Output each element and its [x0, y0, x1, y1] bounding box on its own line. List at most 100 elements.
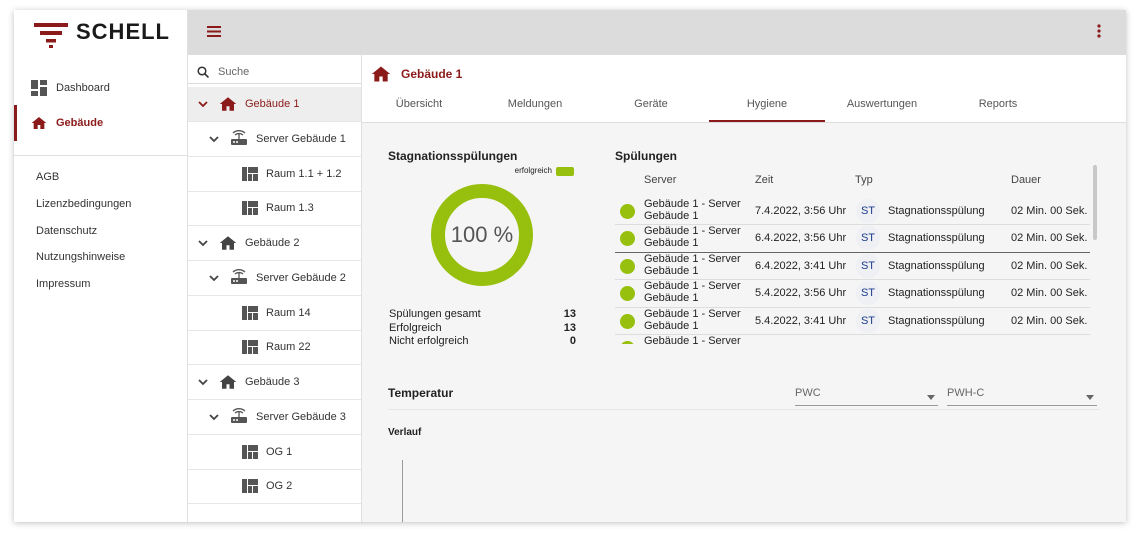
tree-room[interactable]: Raum 1.1 + 1.2 — [266, 167, 342, 180]
tab-indicator — [709, 120, 825, 122]
building-icon — [219, 373, 237, 391]
nav-active-indicator — [14, 105, 17, 141]
tree-server[interactable]: Server Gebäude 3 — [256, 410, 346, 423]
icon-shape — [46, 39, 56, 43]
row-server: Gebäude 1 - Server Gebäude 1 — [644, 225, 741, 250]
select[interactable]: PWC — [795, 387, 821, 399]
status-dot — [620, 313, 635, 329]
icon-shape — [49, 45, 53, 48]
icon-svg — [231, 268, 247, 284]
tab[interactable]: Übersicht — [395, 98, 443, 110]
icon-shape — [198, 379, 208, 386]
icon-shape — [253, 347, 258, 355]
select-arrow — [927, 391, 935, 400]
icon-shape — [40, 87, 47, 96]
icon-shape — [371, 66, 391, 82]
tree-chevron — [197, 376, 209, 388]
tab[interactable]: Geräte — [634, 98, 668, 110]
chart-subtitle: Verlauf — [388, 427, 422, 438]
tree-building[interactable]: Gebäude 3 — [245, 376, 300, 388]
icon-svg — [927, 395, 935, 400]
type-badge: ST — [856, 281, 880, 306]
icon-shape — [236, 418, 238, 421]
tab[interactable]: Meldungen — [507, 98, 563, 110]
sidebar-link[interactable]: Datenschutz — [36, 224, 98, 237]
page-title: Gebäude 1 — [401, 67, 463, 81]
tree-server[interactable]: Server Gebäude 2 — [256, 271, 346, 284]
room-icon — [242, 444, 258, 459]
tree-row[interactable] — [188, 191, 361, 227]
row-server: Gebäude 1 - Server Gebäude 1 — [644, 198, 741, 222]
sidebar-link[interactable]: Nutzungshinweise — [36, 251, 126, 264]
icon-svg — [371, 66, 391, 82]
tree-row[interactable] — [188, 469, 361, 505]
nav-icon — [31, 115, 47, 131]
icon-shape — [431, 184, 533, 286]
stagnation-card: Stagnationsspülungen erfolgreich 100 % Spül… — [376, 138, 589, 360]
icon-shape — [242, 444, 247, 459]
tree-server[interactable]: Server Gebäude 1 — [256, 132, 346, 145]
tree-row[interactable] — [188, 261, 361, 296]
card-divider — [388, 409, 1100, 410]
status-dot — [620, 231, 635, 247]
icon-svg — [209, 414, 219, 421]
icon-shape — [1097, 34, 1101, 38]
nav-icon — [31, 80, 47, 96]
tree-row[interactable] — [188, 435, 361, 470]
more-button[interactable] — [1097, 24, 1101, 38]
tree-row[interactable] — [188, 226, 361, 261]
nav-item[interactable]: Gebäude — [56, 117, 104, 129]
icon-shape — [236, 140, 238, 143]
row-type: Stagnationsspülung — [888, 287, 985, 300]
row-type: Stagnationsspülung — [888, 259, 985, 272]
room-icon — [242, 201, 258, 216]
sidebar-link[interactable]: Lizenzbedingungen — [36, 197, 132, 210]
status-dot — [620, 341, 635, 344]
flushes-card: Spülungen Server Zeit Typ Dauer Gebäude 1 - S… — [604, 138, 1110, 360]
tree-row[interactable] — [188, 296, 361, 331]
tab[interactable]: Reports — [978, 98, 1018, 110]
row-duration: 02 Min. 00 Sek. — [1011, 259, 1088, 272]
sidebar-link[interactable]: AGB — [36, 171, 60, 183]
icon-svg — [1086, 395, 1094, 400]
tab[interactable]: Auswertungen — [846, 98, 918, 110]
row-time: 6.4.2022, 3:41 Uhr — [755, 259, 847, 272]
tree-row[interactable] — [188, 365, 361, 400]
search-underline — [188, 83, 361, 84]
select[interactable]: PWH-C — [947, 387, 985, 399]
tree-building[interactable]: Gebäude 1 — [245, 98, 300, 110]
card-title: Stagnationsspülungen — [388, 149, 518, 163]
tree-room[interactable]: OG 2 — [266, 480, 293, 493]
scrollbar[interactable] — [1093, 165, 1097, 240]
sidebar-link[interactable]: Impressum — [36, 278, 91, 291]
icon-shape — [207, 30, 221, 33]
legend-label: erfolgreich — [514, 166, 552, 175]
menu-button[interactable] — [207, 26, 221, 37]
icon-shape — [248, 305, 258, 312]
tree-row[interactable] — [188, 330, 361, 366]
row-server: Gebäude 1 - Server Gebäude 1 — [644, 335, 741, 344]
tab[interactable]: Hygiene — [746, 98, 788, 110]
tree-row[interactable] — [188, 157, 361, 192]
tree-room[interactable]: OG 1 — [266, 445, 293, 458]
tree-room[interactable]: Raum 14 — [266, 306, 311, 319]
tree-room[interactable]: Raum 22 — [266, 341, 311, 354]
stat-label: Spülungen gesamt — [389, 308, 481, 320]
tree-chevron — [197, 237, 209, 249]
icon-shape — [253, 173, 258, 181]
icon-shape — [253, 312, 258, 320]
nav-item[interactable]: Dashboard — [56, 82, 110, 94]
icon-shape — [231, 416, 247, 423]
icon-svg — [207, 26, 221, 37]
tree-room[interactable]: Raum 1.3 — [266, 202, 314, 215]
logo-text: SCHELL — [76, 19, 170, 44]
search-input[interactable]: Suche — [218, 66, 250, 78]
tree-row[interactable] — [188, 400, 361, 435]
icon-shape — [198, 240, 208, 247]
tree-chevron — [208, 133, 220, 145]
icon-shape — [248, 347, 252, 355]
tree-row[interactable] — [188, 122, 361, 157]
tree-row[interactable] — [188, 87, 361, 122]
tree-building[interactable]: Gebäude 2 — [245, 237, 300, 249]
